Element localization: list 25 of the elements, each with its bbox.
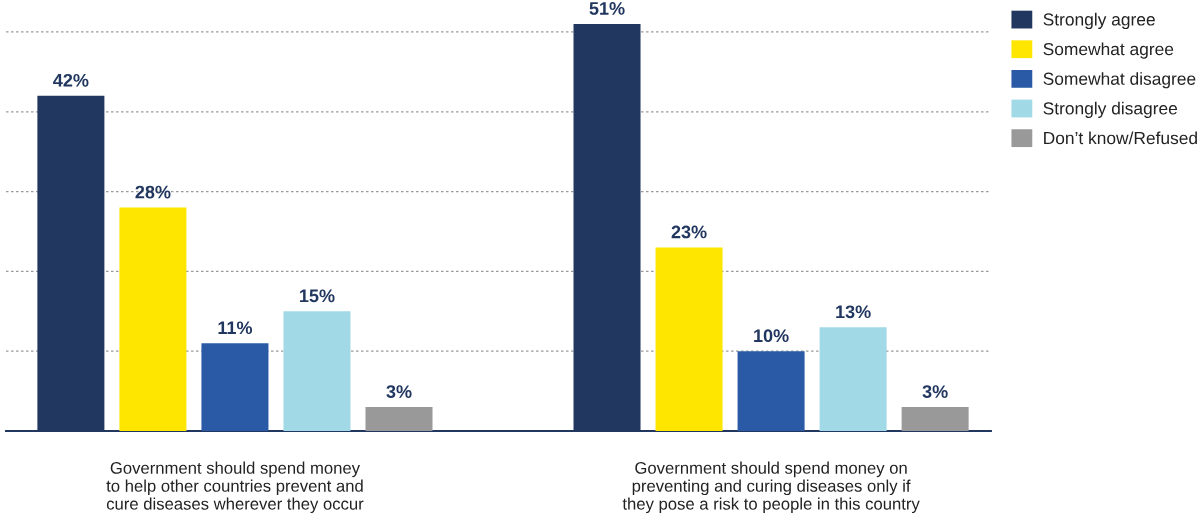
data-label: 3% [386, 385, 412, 399]
bar [201, 343, 269, 432]
legend-label: Somewhat disagree [1043, 72, 1196, 89]
legend-label: Don’t know/Refused [1044, 131, 1197, 145]
x-tick-label: Government should spend money to help other countries prevent and cure diseases wherever they occur [106, 461, 364, 514]
bar [119, 207, 187, 432]
data-label: 51% [589, 2, 625, 15]
data-label: 11% [218, 321, 253, 335]
data-label: 23% [671, 225, 707, 239]
bar [819, 327, 887, 432]
bar [365, 407, 433, 432]
bar [655, 247, 723, 432]
data-label: 15% [300, 289, 335, 303]
bar [737, 351, 805, 432]
bar [283, 311, 351, 432]
data-label: 13% [836, 305, 871, 319]
legend-label: Strongly agree [1043, 12, 1155, 30]
data-label: 10% [754, 329, 789, 343]
legend-label: Somewhat agree [1043, 42, 1174, 59]
data-label: 28% [135, 185, 171, 199]
data-label: 3% [922, 385, 948, 399]
legend-label: Strongly disagree [1043, 101, 1178, 118]
bar [901, 407, 969, 432]
data-label: 42% [53, 73, 89, 87]
x-tick-label: Government should spend money on preventing and curing diseases only if they pose a risk to people in this country [622, 461, 920, 514]
